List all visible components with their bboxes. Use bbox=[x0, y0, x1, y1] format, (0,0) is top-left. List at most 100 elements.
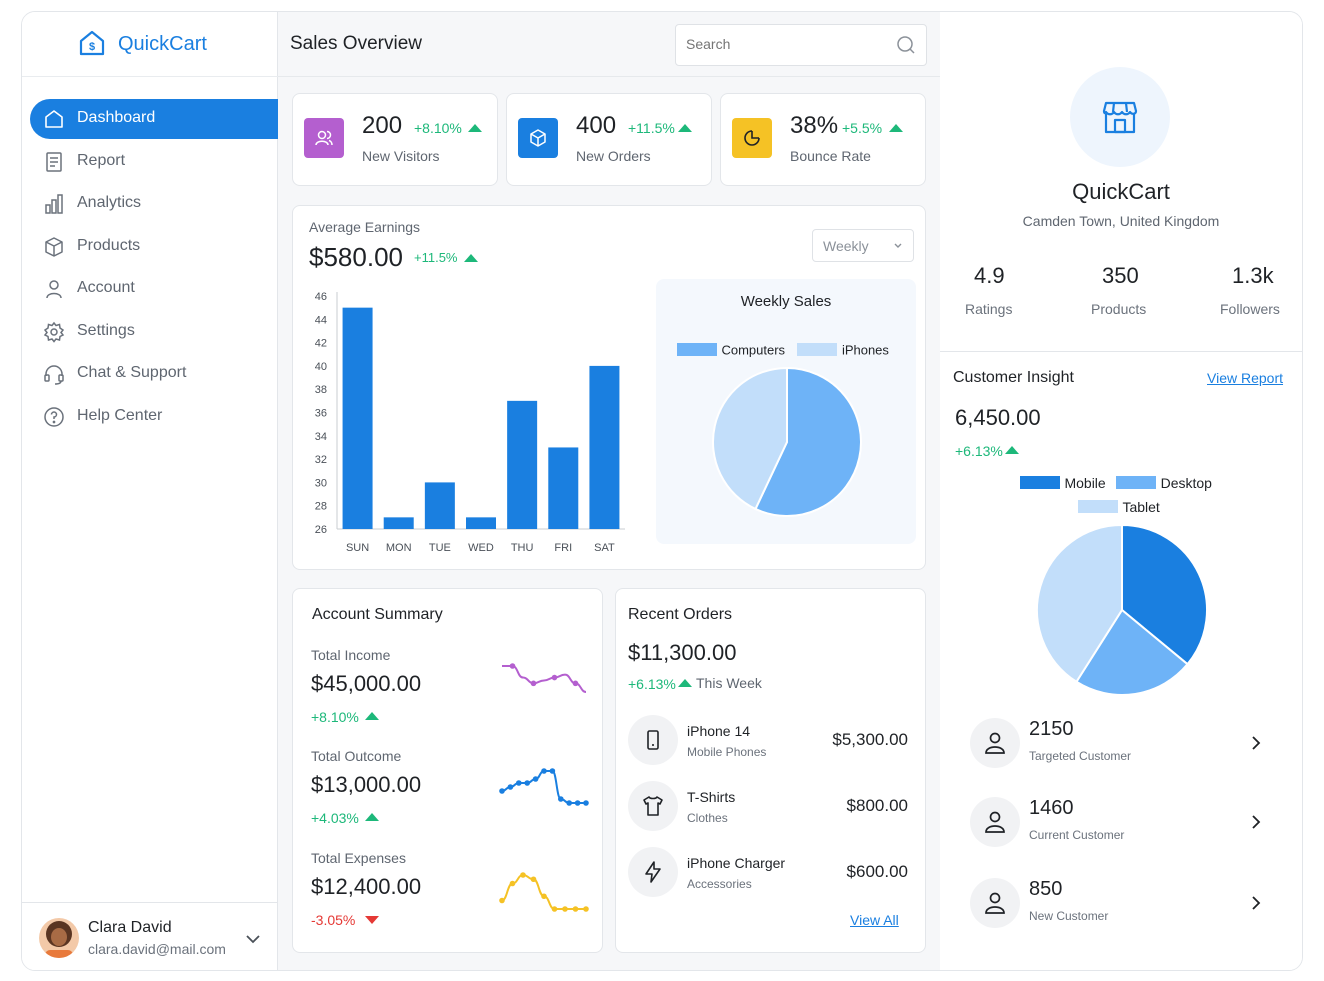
sidebar-item-label: Report bbox=[77, 152, 126, 169]
expenses-sparkline bbox=[499, 872, 589, 912]
order-price: $800.00 bbox=[846, 796, 908, 815]
y-tick-label: 46 bbox=[315, 291, 327, 303]
sparkline-point bbox=[562, 906, 568, 912]
summary-label: Total Income bbox=[311, 647, 391, 663]
y-tick-label: 30 bbox=[315, 477, 327, 489]
x-tick-label: MON bbox=[386, 542, 412, 554]
home-icon bbox=[45, 110, 63, 128]
sparkline-path bbox=[501, 873, 586, 910]
sidebar-item-label: Products bbox=[77, 237, 141, 254]
weekly-sales-panel: Weekly Sales Computers iPhones bbox=[656, 279, 916, 544]
user-name: Clara David bbox=[88, 919, 172, 936]
earnings-card: Average Earnings $580.00 +11.5% Weekly 2… bbox=[292, 205, 926, 570]
summary-value: $13,000.00 bbox=[311, 772, 422, 797]
chevron-right-icon[interactable] bbox=[1250, 813, 1262, 831]
stat-value: 38% bbox=[790, 112, 839, 139]
bar bbox=[342, 307, 373, 529]
sidebar-item-label: Analytics bbox=[77, 194, 142, 211]
weekly-sales-pie bbox=[712, 366, 862, 517]
app-window: $ QuickCart Dashboard Report Analytics P… bbox=[21, 11, 1303, 971]
customer-row-targeted[interactable]: 2150 Targeted Customer bbox=[970, 718, 1280, 778]
orders-change: +6.13% bbox=[628, 676, 676, 692]
sparkline-point bbox=[509, 663, 516, 669]
summary-change: +4.03% bbox=[311, 810, 359, 826]
chevron-right-icon[interactable] bbox=[1250, 734, 1262, 752]
store-stat-label: Followers bbox=[1220, 301, 1280, 317]
sparkline-point bbox=[541, 893, 547, 900]
y-tick-label: 28 bbox=[315, 501, 327, 513]
summary-value: $12,400.00 bbox=[311, 874, 422, 899]
sidebar-item-products[interactable]: Products bbox=[30, 227, 278, 267]
pie-slice-mobile bbox=[1121, 523, 1208, 666]
stat-card-visitors: 200 +8.10% New Visitors bbox=[292, 93, 498, 186]
y-tick-label: 34 bbox=[315, 431, 327, 443]
sidebar-item-help-center[interactable]: Help Center bbox=[30, 397, 278, 437]
search-box[interactable] bbox=[675, 24, 927, 66]
sparkline-point bbox=[520, 872, 526, 878]
legend-desktop: Desktop bbox=[1160, 474, 1212, 491]
legend-swatch-tablet bbox=[1078, 500, 1118, 514]
sparkline-point bbox=[572, 680, 579, 687]
store-stat-value: 4.9 bbox=[974, 263, 1005, 288]
insight-value: 6,450.00 bbox=[955, 405, 1041, 430]
sidebar-item-label: Settings bbox=[77, 322, 135, 339]
y-tick-label: 32 bbox=[315, 454, 327, 466]
logo[interactable]: $ QuickCart bbox=[22, 12, 278, 77]
period-dropdown[interactable]: Weekly bbox=[812, 229, 914, 262]
sidebar-item-settings[interactable]: Settings bbox=[30, 312, 278, 352]
trend-up-icon bbox=[678, 124, 692, 132]
trend-down-icon bbox=[365, 916, 379, 924]
bar bbox=[589, 365, 620, 529]
pie-slice-iphones bbox=[712, 366, 788, 511]
chevron-right-icon[interactable] bbox=[1250, 894, 1262, 912]
view-report-link[interactable]: View Report bbox=[1207, 370, 1284, 386]
sidebar-item-report[interactable]: Report bbox=[30, 142, 278, 182]
sidebar-item-dashboard[interactable]: Dashboard bbox=[30, 99, 278, 139]
sidebar-item-chat-support[interactable]: Chat & Support bbox=[30, 354, 278, 394]
stat-card-bounce: 38% +5.5% Bounce Rate bbox=[720, 93, 926, 186]
chevron-down-icon bbox=[894, 243, 902, 248]
period-selected: Weekly bbox=[823, 238, 869, 254]
customer-label: New Customer bbox=[1029, 909, 1109, 923]
customer-row-current[interactable]: 1460 Current Customer bbox=[970, 797, 1280, 857]
order-row[interactable]: iPhone Charger Accessories $600.00 bbox=[616, 847, 927, 897]
y-tick-label: 44 bbox=[315, 314, 327, 326]
sparkline-point bbox=[558, 796, 564, 802]
order-name: iPhone 14 bbox=[687, 723, 751, 739]
legend-swatch-desktop bbox=[1116, 476, 1157, 490]
order-name: iPhone Charger bbox=[687, 855, 786, 871]
view-all-link[interactable]: View All bbox=[850, 912, 899, 928]
sidebar-item-analytics[interactable]: Analytics bbox=[30, 184, 278, 224]
sparkline-point bbox=[530, 680, 537, 687]
customer-row-new[interactable]: 850 New Customer bbox=[970, 878, 1280, 938]
search-icon[interactable] bbox=[896, 35, 916, 55]
customer-count: 850 bbox=[1029, 878, 1063, 900]
sidebar-item-label: Chat & Support bbox=[77, 364, 187, 381]
headset-icon bbox=[44, 365, 64, 385]
sidebar-item-label: Account bbox=[77, 279, 135, 296]
order-row[interactable]: iPhone 14 Mobile Phones $5,300.00 bbox=[616, 715, 927, 765]
legend-iphones: iPhones bbox=[841, 342, 889, 358]
pie-slice-tablet bbox=[1036, 523, 1123, 684]
stat-change: +5.5% bbox=[842, 120, 883, 136]
customer-avatar bbox=[970, 797, 1020, 847]
sparkline-path bbox=[502, 665, 587, 693]
trend-up-icon bbox=[365, 813, 379, 821]
user-profile[interactable]: Clara David clara.david@mail.com bbox=[22, 902, 278, 970]
chevron-down-icon[interactable] bbox=[244, 930, 262, 948]
stat-label: New Orders bbox=[576, 148, 651, 164]
sidebar-item-account[interactable]: Account bbox=[30, 269, 278, 309]
bolt-icon bbox=[628, 847, 678, 897]
bar bbox=[424, 482, 455, 529]
earnings-label: Average Earnings bbox=[309, 219, 421, 235]
gear-icon bbox=[43, 321, 65, 343]
y-tick-label: 38 bbox=[315, 384, 327, 396]
order-row[interactable]: T-Shirts Clothes $800.00 bbox=[616, 781, 927, 831]
store-stat-value: 350 bbox=[1102, 263, 1139, 288]
y-tick-label: 36 bbox=[315, 408, 327, 420]
trend-up-icon bbox=[464, 254, 478, 262]
sparkline-point bbox=[499, 897, 505, 904]
outcome-sparkline bbox=[499, 768, 589, 806]
user-icon bbox=[985, 732, 1005, 754]
search-input[interactable] bbox=[686, 36, 886, 52]
